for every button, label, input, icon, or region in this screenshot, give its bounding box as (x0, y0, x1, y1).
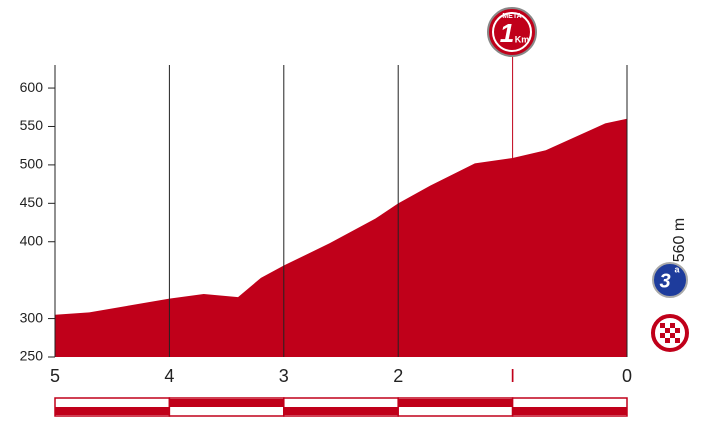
category-number: 3 (659, 270, 670, 292)
x-tick-label: 2 (393, 366, 403, 386)
finish-flag-icon (651, 314, 689, 352)
strip-fill (512, 407, 627, 415)
strip-fill (283, 407, 399, 415)
strip-fill (169, 399, 284, 407)
x-tick-label: 0 (622, 366, 632, 386)
y-tick-label: 450 (20, 194, 44, 210)
category-suffix: a (674, 264, 680, 274)
y-tick-label: 550 (20, 117, 44, 133)
plot: 250 300 400 450 500 550 600 5 4 3 2 I 0 (20, 55, 632, 386)
summit-label: 560 m (671, 218, 688, 262)
marker-number: 1 (500, 18, 514, 48)
elevation-area (55, 118, 627, 357)
marker-top: META (502, 13, 521, 20)
y-tick-label: 400 (20, 232, 44, 248)
x-tick-label: 4 (164, 366, 174, 386)
x-tick-label: I (510, 366, 515, 386)
y-tick-label: 500 (20, 156, 44, 172)
distance-strip (54, 397, 628, 417)
marker-unit: Km (515, 34, 530, 44)
x-tick-label: 3 (279, 366, 289, 386)
y-tick-label: 250 (20, 348, 44, 364)
strip-fill (55, 407, 170, 415)
y-tick-label: 600 (20, 79, 44, 95)
climb-category: 3 a (652, 262, 688, 298)
y-tick-label: 300 (20, 309, 44, 325)
finish-marker: META 1 Km (487, 7, 537, 57)
strip-fill (398, 399, 513, 407)
x-tick-label: 5 (50, 366, 60, 386)
